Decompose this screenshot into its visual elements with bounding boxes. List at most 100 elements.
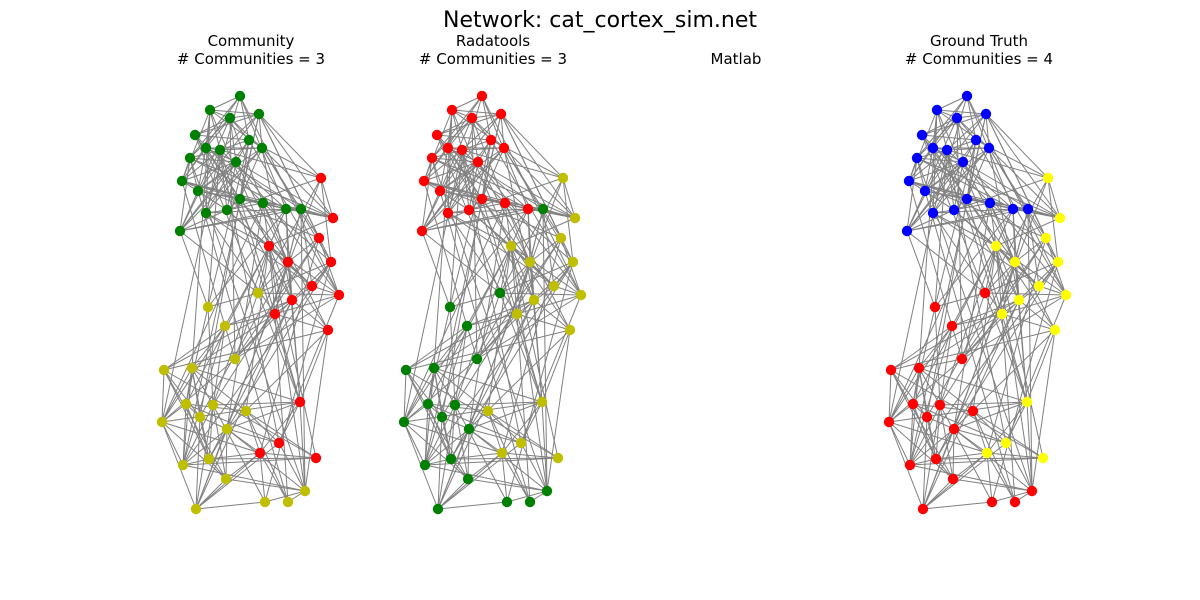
network-node xyxy=(907,398,919,410)
network-edge xyxy=(257,292,301,403)
network-node xyxy=(904,459,916,471)
network-edge xyxy=(278,294,340,444)
network-node xyxy=(1009,256,1021,268)
network-edge xyxy=(924,190,955,211)
network-node xyxy=(522,203,534,215)
network-node xyxy=(230,156,242,168)
network-edge xyxy=(461,149,543,403)
network-edge xyxy=(405,325,468,371)
network-edge xyxy=(985,113,990,149)
network-edge xyxy=(888,367,920,423)
network-edge xyxy=(257,261,332,294)
network-edge xyxy=(953,161,964,211)
network-node xyxy=(1007,203,1019,215)
network-edge xyxy=(984,292,1028,403)
panel-title-ground-truth: Ground Truth # Communities = 4 xyxy=(859,32,1099,68)
network-edge xyxy=(449,292,501,308)
network-edge xyxy=(504,202,512,247)
network-edge xyxy=(205,208,287,214)
network-edge xyxy=(207,208,287,308)
network-edge xyxy=(946,113,987,151)
network-edge xyxy=(935,404,941,460)
network-node xyxy=(400,364,412,376)
network-node xyxy=(996,308,1008,320)
network-edge xyxy=(908,149,948,182)
network-edge xyxy=(179,161,237,232)
network-node xyxy=(444,301,456,313)
network-edge xyxy=(909,367,920,466)
network-edge xyxy=(918,313,1003,369)
network-edge xyxy=(542,208,576,219)
network-edge xyxy=(403,421,469,480)
network-edge xyxy=(239,198,289,263)
network-edge xyxy=(403,358,478,423)
network-edge xyxy=(499,245,512,294)
network-edge xyxy=(320,177,332,263)
network-edge xyxy=(499,292,582,296)
network-node xyxy=(416,225,428,237)
network-edge xyxy=(245,410,317,459)
network-edge xyxy=(952,478,1033,492)
network-node xyxy=(442,207,454,219)
network-edge xyxy=(219,149,322,179)
network-edge xyxy=(501,401,543,454)
network-edge xyxy=(274,313,289,503)
network-edge xyxy=(487,410,559,459)
network-edge xyxy=(199,416,210,460)
network-node xyxy=(286,294,298,306)
network-edge xyxy=(300,208,306,492)
network-edge xyxy=(932,212,997,247)
network-edge xyxy=(541,401,548,492)
network-node xyxy=(202,301,214,313)
network-edge xyxy=(520,294,582,444)
network-edge xyxy=(921,134,977,141)
network-edge xyxy=(304,329,329,492)
network-node xyxy=(476,193,488,205)
network-edge xyxy=(421,190,441,232)
network-edge xyxy=(908,109,938,182)
network-edge xyxy=(471,117,506,204)
network-edge xyxy=(888,369,892,423)
network-edge xyxy=(239,139,250,200)
network-node xyxy=(219,320,231,332)
network-node xyxy=(1033,280,1045,292)
network-edge xyxy=(984,177,1049,294)
network-edge xyxy=(405,369,443,418)
network-edge xyxy=(481,95,582,296)
network-edge xyxy=(888,202,991,423)
network-node xyxy=(174,225,186,237)
network-node xyxy=(192,185,204,197)
network-edge xyxy=(191,358,236,369)
network-edge xyxy=(504,202,574,263)
network-edge xyxy=(226,428,306,492)
network-node xyxy=(229,353,241,365)
network-edge xyxy=(450,452,503,460)
network-edge xyxy=(500,113,576,219)
network-edge xyxy=(219,113,260,151)
network-edge xyxy=(291,299,329,331)
network-node xyxy=(927,142,939,154)
network-edge xyxy=(208,404,214,460)
network-edge xyxy=(510,245,535,301)
network-edge xyxy=(467,478,548,492)
network-node xyxy=(273,437,285,449)
network-node xyxy=(575,289,587,301)
network-node xyxy=(200,142,212,154)
network-edge xyxy=(890,369,928,418)
edge-group xyxy=(403,95,582,510)
network-edge xyxy=(909,457,1044,466)
network-edge xyxy=(461,147,505,151)
network-edge xyxy=(562,177,576,219)
network-node xyxy=(221,423,233,435)
network-edge xyxy=(197,190,289,503)
network-edge xyxy=(487,245,512,412)
network-edge xyxy=(182,457,317,466)
network-edge xyxy=(988,147,1061,219)
network-node xyxy=(327,212,339,224)
network-node xyxy=(432,503,444,515)
network-edge xyxy=(946,149,1007,444)
network-edge xyxy=(299,401,306,492)
network-edge xyxy=(1012,208,1020,301)
network-node xyxy=(536,396,548,408)
